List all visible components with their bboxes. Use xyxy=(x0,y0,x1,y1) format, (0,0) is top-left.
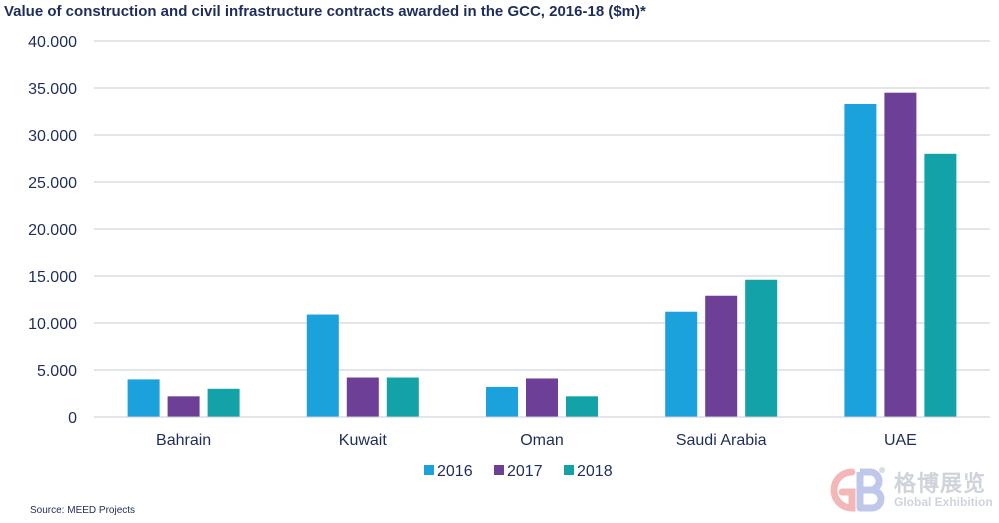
bar-bahrain-2016 xyxy=(127,379,160,417)
y-tick-label: 30.000 xyxy=(28,128,77,145)
y-tick-label: 40.000 xyxy=(28,34,77,51)
y-tick-label: 10.000 xyxy=(28,316,77,333)
y-tick-label: 15.000 xyxy=(28,269,77,286)
x-tick-label: Oman xyxy=(520,432,564,449)
legend-label: 2018 xyxy=(577,463,613,480)
y-tick-label: 25.000 xyxy=(28,175,77,192)
bar-bahrain-2017 xyxy=(167,396,200,417)
y-tick-label: 35.000 xyxy=(28,81,77,98)
y-tick-label: 20.000 xyxy=(28,222,77,239)
bars xyxy=(127,92,957,418)
gridlines xyxy=(94,40,990,371)
bar-bahrain-2018 xyxy=(207,388,240,417)
y-tick-label: 5.000 xyxy=(37,363,77,380)
bar-uae-2016 xyxy=(844,103,877,417)
source-note: Source: MEED Projects xyxy=(30,505,136,516)
watermark-text-en: Global Exhibition xyxy=(894,495,993,509)
x-tick-label: UAE xyxy=(884,432,917,449)
bar-saudi-arabia-2018 xyxy=(745,279,778,417)
bar-kuwait-2016 xyxy=(306,314,339,417)
y-axis-tick-labels: 0 5.000 10.000 15.000 20.000 25.000 30.000 35.0… xyxy=(28,34,77,427)
legend-swatch xyxy=(494,465,504,475)
bar-kuwait-2017 xyxy=(346,377,379,417)
watermark-logo xyxy=(830,467,885,512)
watermark: 格博展览 Global Exhibition xyxy=(822,460,997,520)
legend: 2016 2017 2018 xyxy=(424,463,613,480)
x-tick-label: Kuwait xyxy=(339,432,388,449)
watermark-text-cn: 格博展览 xyxy=(894,471,987,496)
bar-oman-2017 xyxy=(526,378,558,417)
legend-swatch xyxy=(564,465,574,475)
bar-saudi-arabia-2016 xyxy=(665,311,698,417)
bar-uae-2017 xyxy=(884,92,917,417)
x-axis-category-labels: Bahrain Kuwait Oman Saudi Arabia UAE xyxy=(156,432,917,449)
bar-saudi-arabia-2017 xyxy=(705,295,738,417)
bar-oman-2018 xyxy=(566,396,598,417)
bar-oman-2016 xyxy=(486,386,518,417)
bar-uae-2018 xyxy=(924,153,957,418)
x-tick-label: Bahrain xyxy=(156,432,211,449)
chart-title: Value of construction and civil infrastr… xyxy=(4,3,646,20)
y-tick-label: 0 xyxy=(68,410,77,427)
x-tick-label: Saudi Arabia xyxy=(676,432,767,449)
legend-label: 2016 xyxy=(437,463,473,480)
legend-label: 2017 xyxy=(507,463,543,480)
legend-swatch xyxy=(424,465,434,475)
bar-kuwait-2018 xyxy=(386,377,419,417)
